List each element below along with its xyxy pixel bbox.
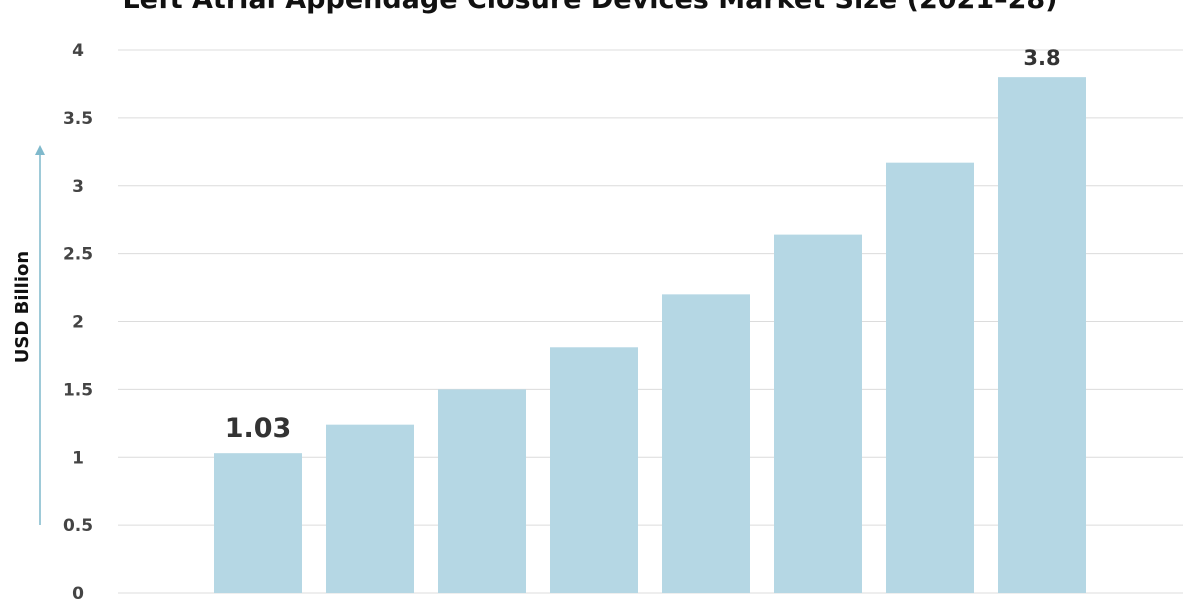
chart-title: Left Atrial Appendage Closure Devices Ma…: [122, 0, 1057, 15]
bar-2023: [438, 389, 526, 593]
y-tick-label: 2: [72, 313, 84, 333]
data-label: 3.8: [1023, 46, 1060, 70]
bar-2028: [998, 77, 1086, 593]
data-label: 1.03: [225, 413, 292, 444]
y-tick-label: 0: [72, 584, 84, 600]
y-tick-label: 2.5: [63, 245, 93, 265]
y-tick-label: 4: [72, 41, 84, 61]
y-tick-label: 1.5: [63, 380, 93, 400]
bar-2026: [774, 234, 862, 593]
bar-2024: [550, 347, 638, 593]
bar-2021: [214, 453, 302, 593]
y-axis-label: USD Billion: [12, 251, 33, 363]
bar-2027: [886, 162, 974, 594]
y-axis-arrow-head: [35, 145, 45, 155]
y-tick-label: 3: [72, 177, 84, 197]
y-tick-label: 0.5: [63, 516, 93, 536]
y-tick-label: 1: [72, 448, 84, 468]
y-tick-label: 3.5: [63, 109, 93, 129]
bar-2025: [662, 294, 750, 593]
bar-2022: [326, 424, 414, 593]
